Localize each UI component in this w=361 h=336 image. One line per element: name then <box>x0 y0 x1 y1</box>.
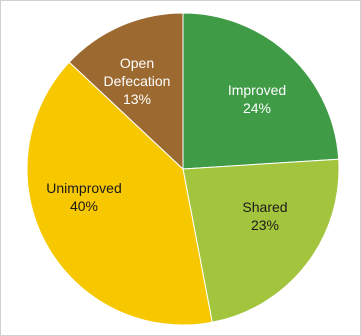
slice-name-unimproved: Unimproved <box>46 180 121 196</box>
pie-slice-improved <box>182 12 340 170</box>
slice-name-shared: Shared <box>242 199 287 215</box>
pie-slice-shared <box>182 158 340 323</box>
slice-label-open-defecation: Open Defecation 13% <box>104 55 171 107</box>
slice-label-shared: Shared 23% <box>242 199 287 233</box>
slices-layer <box>26 12 340 326</box>
slice-percent-shared: 23% <box>251 217 279 233</box>
labels-layer: Improved 24% Shared 23% Unimproved 40% Open Def… <box>46 55 287 233</box>
pie-slice-unimproved <box>26 61 213 326</box>
slice-label-unimproved: Unimproved 40% <box>46 180 121 214</box>
slice-label-improved: Improved 24% <box>228 82 286 116</box>
slice-name-open-defecation: Defecation <box>104 73 171 89</box>
pie-slice-open-defecation <box>68 12 184 171</box>
slice-name-improved: Improved <box>228 82 286 98</box>
slice-percent-unimproved: 40% <box>70 198 98 214</box>
slice-percent-improved: 24% <box>243 100 271 116</box>
slice-name-open-defecation: Open <box>120 55 154 71</box>
slice-percent-open-defecation: 13% <box>123 91 151 107</box>
